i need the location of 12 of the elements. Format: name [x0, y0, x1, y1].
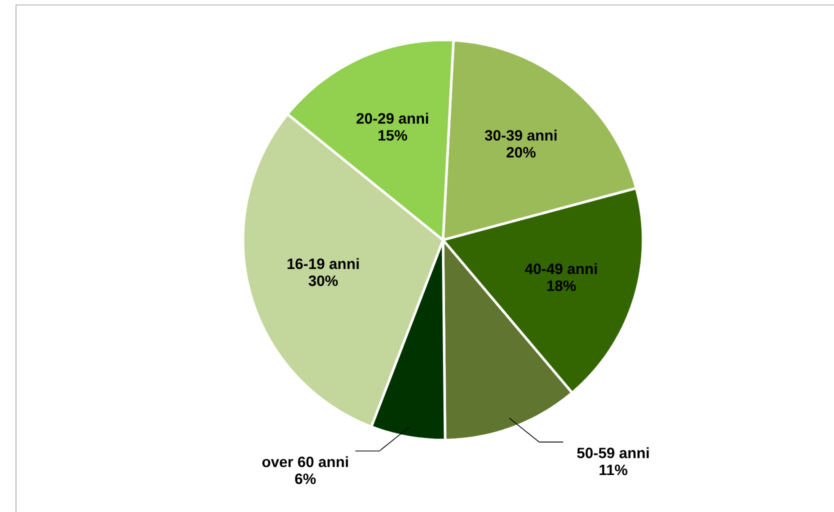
data-label: 18% — [547, 280, 576, 292]
slice-label: 50-59 anni — [577, 447, 649, 458]
data-label: 20% — [506, 147, 536, 158]
data-label: 15% — [378, 130, 408, 141]
slice-label: 40-49 anni — [525, 263, 597, 274]
data-label: 6% — [295, 474, 316, 484]
slice-label: over 60 anni — [262, 456, 348, 468]
data-label: 11% — [600, 464, 628, 476]
slice-label: 16-19 anni — [288, 258, 359, 270]
data-label: 30% — [308, 275, 338, 286]
slice-label: 20-29 anni — [356, 112, 428, 124]
slice-label: 30-39 anni — [484, 130, 557, 141]
